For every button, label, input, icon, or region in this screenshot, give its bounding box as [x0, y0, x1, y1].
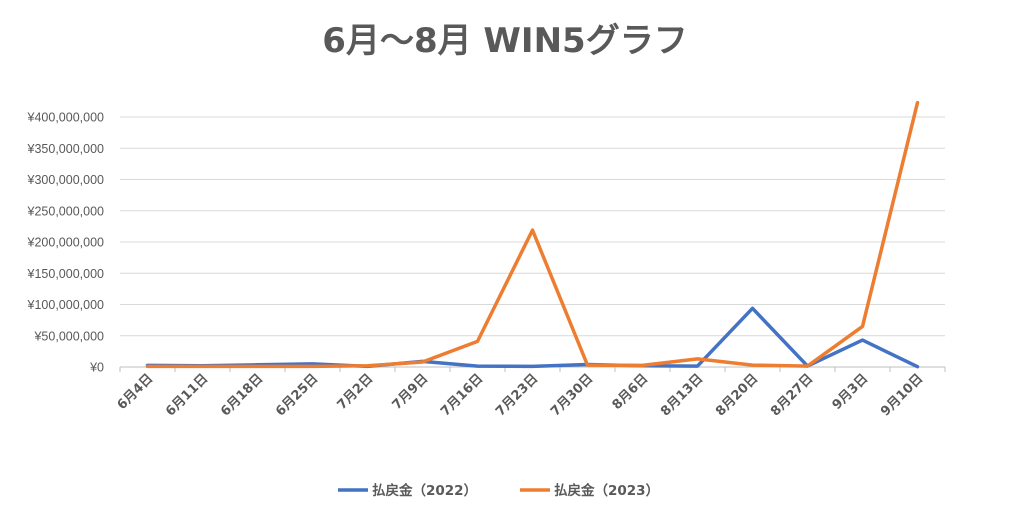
series-layer: [145, 100, 920, 369]
x-tick-label: 6月11日: [163, 371, 211, 419]
x-tick-label: 7月30日: [548, 371, 596, 419]
x-tick-label: 9月3日: [830, 371, 872, 413]
x-tick-label: 9月10日: [878, 371, 926, 419]
series-line-1: [145, 100, 920, 369]
y-axis-ticks: ¥0 ¥50,000,000 ¥100,000,000 ¥150,000,000 ¥20…: [27, 111, 105, 375]
x-tick-label: 7月16日: [438, 371, 486, 419]
x-tick-label: 6月18日: [218, 371, 266, 419]
y-tick-label: ¥400,000,000: [27, 111, 105, 125]
y-tick-label: ¥200,000,000: [27, 236, 105, 250]
x-tick-label: 8月6日: [610, 371, 652, 413]
x-tick-label: 7月9日: [390, 371, 432, 413]
x-tick-label: 8月20日: [713, 371, 761, 419]
y-tick-label: ¥250,000,000: [27, 204, 105, 218]
y-tick-label: ¥50,000,000: [33, 329, 104, 343]
series-line-0: [145, 306, 920, 369]
y-tick-label: ¥300,000,000: [27, 173, 105, 187]
y-tick-label: ¥350,000,000: [27, 142, 105, 156]
x-tick-label: 6月25日: [273, 371, 321, 419]
x-tick-label: 8月27日: [768, 371, 816, 419]
x-tick-label: 7月23日: [493, 371, 541, 419]
y-tick-label: ¥100,000,000: [27, 298, 105, 312]
legend: 払戻金（2022） 払戻金（2023）: [338, 482, 659, 499]
legend-label: 払戻金（2022）: [372, 482, 477, 499]
y-tick-label: ¥0: [89, 361, 104, 375]
legend-label: 払戻金（2023）: [554, 482, 659, 499]
grid-layer: [119, 116, 946, 372]
x-tick-label: 7月2日: [335, 371, 377, 413]
x-axis-ticks: 6月4日 6月11日 6月18日 6月25日 7月2日 7月9日 7月16日 7月23日 7月3…: [115, 371, 927, 419]
y-tick-label: ¥150,000,000: [27, 267, 105, 281]
x-tick-label: 8月13日: [658, 371, 706, 419]
x-tick-label: 6月4日: [115, 371, 157, 413]
chart-title: 6月～8月 WIN5グラフ: [322, 21, 687, 61]
